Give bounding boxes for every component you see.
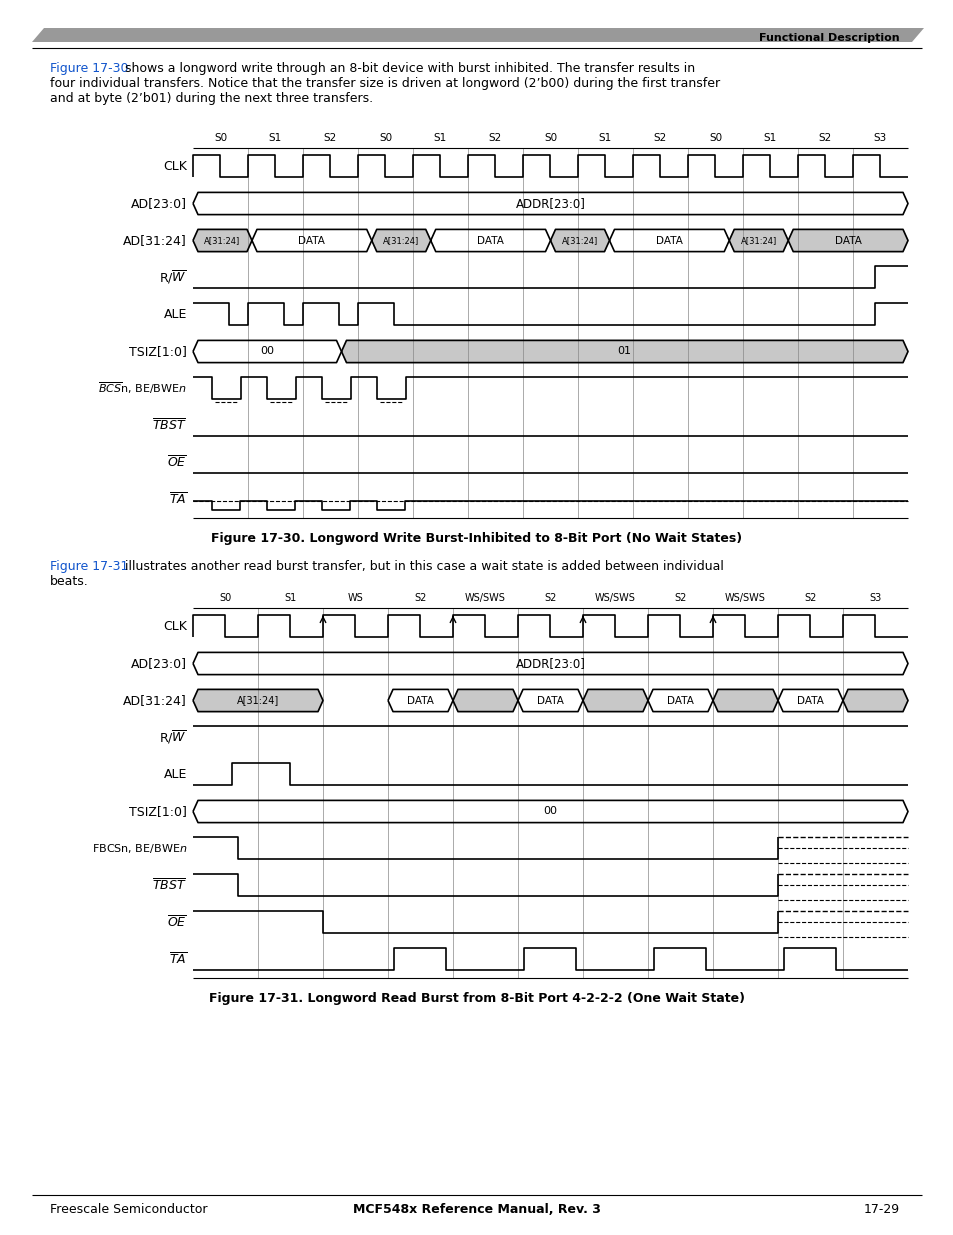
Text: S2: S2 (818, 133, 831, 143)
Polygon shape (388, 689, 453, 711)
Text: S1: S1 (763, 133, 777, 143)
Text: A[31:24]: A[31:24] (236, 695, 279, 705)
Text: and at byte (2’b01) during the next three transfers.: and at byte (2’b01) during the next thre… (50, 91, 373, 105)
Text: DATA: DATA (298, 236, 325, 246)
Polygon shape (453, 689, 517, 711)
Text: S2: S2 (414, 593, 426, 603)
Text: $\overline{TBST}$: $\overline{TBST}$ (152, 417, 187, 433)
Text: Figure 17-31. Longword Read Burst from 8-Bit Port 4-2-2-2 (One Wait State): Figure 17-31. Longword Read Burst from 8… (209, 992, 744, 1005)
Text: S2: S2 (803, 593, 816, 603)
Text: FBCSn, BE/BWE$n$: FBCSn, BE/BWE$n$ (91, 842, 187, 855)
Text: 00: 00 (543, 806, 557, 816)
Polygon shape (193, 800, 907, 823)
Text: 00: 00 (260, 347, 274, 357)
Text: illustrates another read burst transfer, but in this case a wait state is added : illustrates another read burst transfer,… (121, 559, 723, 573)
Text: $\overline{TBST}$: $\overline{TBST}$ (152, 878, 187, 893)
Polygon shape (647, 689, 712, 711)
Text: AD[31:24]: AD[31:24] (123, 694, 187, 706)
Text: S1: S1 (434, 133, 447, 143)
Text: AD[23:0]: AD[23:0] (131, 657, 187, 671)
Text: A[31:24]: A[31:24] (561, 236, 598, 245)
Text: S1: S1 (269, 133, 282, 143)
Text: 17-29: 17-29 (863, 1203, 899, 1216)
Text: S1: S1 (284, 593, 296, 603)
Text: S3: S3 (873, 133, 886, 143)
Text: ADDR[23:0]: ADDR[23:0] (515, 198, 585, 210)
Text: DATA: DATA (476, 236, 503, 246)
Text: S0: S0 (219, 593, 232, 603)
Text: MCF548x Reference Manual, Rev. 3: MCF548x Reference Manual, Rev. 3 (353, 1203, 600, 1216)
Polygon shape (517, 689, 582, 711)
Polygon shape (193, 689, 323, 711)
Text: S2: S2 (488, 133, 501, 143)
Text: A[31:24]: A[31:24] (204, 236, 240, 245)
Polygon shape (787, 230, 907, 252)
Text: $\overline{BCS}$n, BE/BWE$n$: $\overline{BCS}$n, BE/BWE$n$ (98, 380, 187, 396)
Text: four individual transfers. Notice that the transfer size is driven at longword (: four individual transfers. Notice that t… (50, 77, 720, 90)
Text: S0: S0 (708, 133, 721, 143)
Text: A[31:24]: A[31:24] (383, 236, 419, 245)
Text: Figure 17-30. Longword Write Burst-Inhibited to 8-Bit Port (No Wait States): Figure 17-30. Longword Write Burst-Inhib… (212, 532, 741, 545)
Polygon shape (341, 341, 907, 363)
Text: TSIZ[1:0]: TSIZ[1:0] (129, 345, 187, 358)
Text: Figure 17-31: Figure 17-31 (50, 559, 129, 573)
Polygon shape (712, 689, 778, 711)
Text: $\overline{OE}$: $\overline{OE}$ (167, 915, 187, 930)
Polygon shape (32, 28, 923, 42)
Text: S1: S1 (598, 133, 612, 143)
Text: S2: S2 (544, 593, 557, 603)
Polygon shape (582, 689, 647, 711)
Polygon shape (609, 230, 728, 252)
Polygon shape (372, 230, 431, 252)
Text: $\overline{TA}$: $\overline{TA}$ (169, 952, 187, 967)
Polygon shape (550, 230, 609, 252)
Text: $\overline{TA}$: $\overline{TA}$ (169, 492, 187, 508)
Text: WS/SWS: WS/SWS (724, 593, 765, 603)
Text: ADDR[23:0]: ADDR[23:0] (515, 657, 585, 671)
Text: S0: S0 (543, 133, 557, 143)
Text: Functional Description: Functional Description (759, 33, 899, 43)
Text: R/$\overline{W}$: R/$\overline{W}$ (159, 269, 187, 287)
Text: WS: WS (347, 593, 363, 603)
Text: DATA: DATA (407, 695, 434, 705)
Text: R/$\overline{W}$: R/$\overline{W}$ (159, 729, 187, 746)
Polygon shape (252, 230, 372, 252)
Text: AD[23:0]: AD[23:0] (131, 198, 187, 210)
Text: WS/SWS: WS/SWS (464, 593, 505, 603)
Text: S0: S0 (378, 133, 392, 143)
Polygon shape (431, 230, 550, 252)
Text: S0: S0 (213, 133, 227, 143)
Polygon shape (728, 230, 787, 252)
Text: CLK: CLK (163, 161, 187, 173)
Text: $\overline{OE}$: $\overline{OE}$ (167, 454, 187, 471)
Text: DATA: DATA (796, 695, 823, 705)
Text: A[31:24]: A[31:24] (740, 236, 776, 245)
Polygon shape (193, 193, 907, 215)
Text: beats.: beats. (50, 576, 89, 588)
Text: TSIZ[1:0]: TSIZ[1:0] (129, 805, 187, 818)
Text: DATA: DATA (656, 236, 682, 246)
Text: DATA: DATA (666, 695, 693, 705)
Text: S2: S2 (674, 593, 686, 603)
Polygon shape (778, 689, 842, 711)
Polygon shape (842, 689, 907, 711)
Text: WS/SWS: WS/SWS (595, 593, 636, 603)
Text: 01: 01 (618, 347, 631, 357)
Text: S3: S3 (868, 593, 881, 603)
Text: ALE: ALE (164, 768, 187, 781)
Text: S2: S2 (323, 133, 336, 143)
Text: AD[31:24]: AD[31:24] (123, 233, 187, 247)
Text: S2: S2 (653, 133, 666, 143)
Text: ALE: ALE (164, 308, 187, 321)
Text: CLK: CLK (163, 620, 187, 634)
Text: shows a longword write through an 8-bit device with burst inhibited. The transfe: shows a longword write through an 8-bit … (121, 62, 695, 75)
Polygon shape (193, 230, 252, 252)
Text: Figure 17-30: Figure 17-30 (50, 62, 129, 75)
Polygon shape (193, 652, 907, 674)
Text: DATA: DATA (834, 236, 861, 246)
Polygon shape (193, 341, 341, 363)
Text: Freescale Semiconductor: Freescale Semiconductor (50, 1203, 208, 1216)
Text: DATA: DATA (537, 695, 563, 705)
